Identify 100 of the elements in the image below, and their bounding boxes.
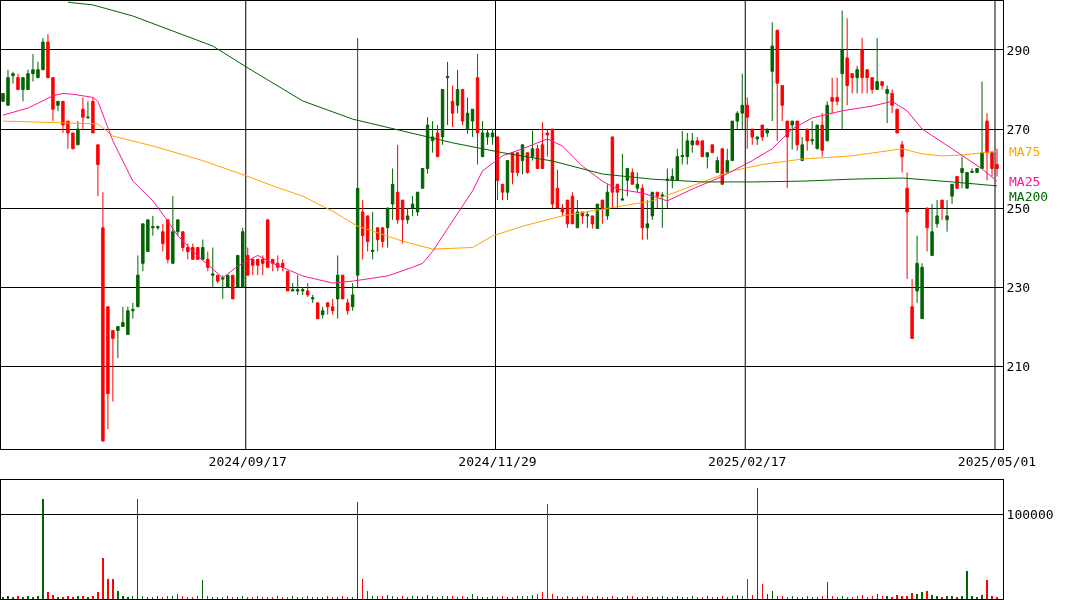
candlestick [785,120,789,189]
candlestick [955,175,959,189]
candlestick [465,96,470,135]
candlestick [925,207,929,252]
candlestick [485,128,490,146]
candlestick [940,199,944,221]
candlestick [980,81,984,170]
candlestick [780,85,784,122]
candlestick [715,156,720,173]
y-tick-label: 270 [1006,121,1031,137]
candlestick [370,211,375,260]
candlestick [655,191,660,209]
candlestick [875,37,879,90]
candlestick [335,254,340,320]
candlestick [231,274,235,300]
candlestick [350,282,355,312]
candlestick [475,53,480,166]
candlestick [216,274,220,284]
candlestick [500,183,505,201]
candlestick [555,169,560,209]
candlestick [825,100,829,142]
candlestick [590,215,595,230]
x-tick-label: 2025/05/01 [957,453,1037,469]
x-tick-label: 2024/09/17 [208,453,287,469]
candlestick [305,282,310,298]
candlestick [855,65,859,94]
candlestick [211,247,215,288]
y-tick-label: 210 [1006,358,1031,374]
candlestick [96,144,100,197]
line-series [2,120,998,250]
candlestick [660,191,665,229]
candlestick [540,121,545,170]
candlestick [600,199,605,225]
candlestick [820,112,824,158]
candlestick [455,69,460,114]
candlestick [930,203,934,256]
candlestick [91,96,95,134]
candlestick [935,199,939,229]
candlestick [345,298,350,316]
candlestick [76,120,80,146]
candlestick [330,298,335,316]
candlestick [320,306,325,320]
candlestick [750,128,754,146]
candlestick [86,100,90,119]
candlestick [405,207,410,225]
candlestick [171,195,175,264]
candlestick [575,199,580,229]
candlestick [645,199,650,241]
x-tick-label: 2025/02/17 [708,453,787,469]
candlestick [910,278,914,339]
candlestick [745,96,749,150]
candlestick [945,199,949,233]
candlestick [760,124,764,142]
candlestick [176,219,180,237]
candlestick [201,239,205,260]
candlestick [765,128,769,138]
candlestick [56,100,60,112]
candlestick [890,88,894,114]
candlestick [985,112,989,181]
candlestick [615,183,620,209]
candlestick [445,61,450,126]
candlestick [385,207,390,249]
candlestick [11,71,15,85]
candlestick [900,140,904,173]
candlestick [530,130,535,162]
candlestick [585,211,590,229]
candlestick [800,136,804,162]
candlestick [710,144,715,154]
candlestick [340,274,345,300]
candlestick [545,128,550,158]
series-label: MA25 [1009,174,1041,189]
candlestick [560,203,565,217]
y-tick-label: 100000 [1006,507,1054,523]
candlestick [895,108,899,134]
candlestick [375,227,380,252]
candlestick [81,96,85,130]
candlestick [390,168,395,221]
candlestick [770,21,774,122]
candlestick [495,136,500,201]
candlestick [285,270,290,292]
candlestick [790,120,794,151]
candlestick [430,120,435,154]
candlestick [410,195,415,217]
candlestick [450,85,455,128]
y-tick-label: 230 [1006,279,1031,295]
candlestick [16,73,20,90]
candlestick [840,9,844,130]
line-series [2,92,998,284]
x-tick-label: 2024/11/29 [458,453,537,469]
candlestick [885,85,889,124]
candlestick [470,108,475,138]
candlestick [395,144,400,225]
candlestick [400,199,405,245]
candlestick [605,183,610,221]
candlestick [480,120,485,158]
candlestick [136,254,140,308]
candlestick [505,160,510,201]
candlestick [880,81,884,90]
candlestick [755,136,759,146]
candlestick [795,120,799,152]
